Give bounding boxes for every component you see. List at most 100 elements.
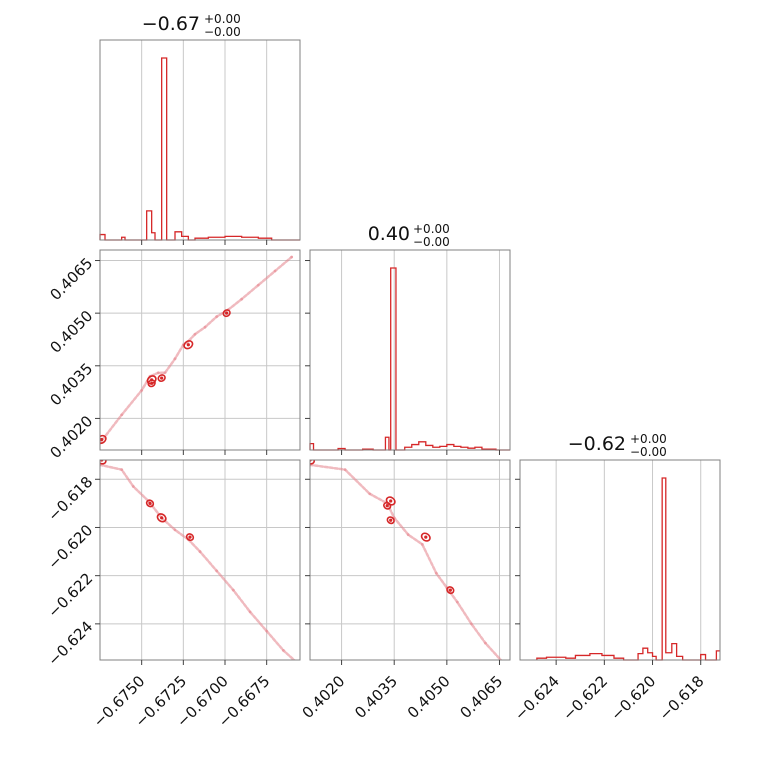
scatter-panel-0-2	[99, 459, 301, 664]
sample-point	[120, 413, 124, 417]
sample-point	[163, 371, 167, 375]
histogram-2	[536, 477, 720, 661]
contour-level	[386, 516, 395, 525]
y-tick-label: −0.618	[44, 473, 96, 525]
hist-panel-0	[99, 39, 301, 241]
hist-frame-1	[309, 249, 511, 451]
sample-cloud	[310, 463, 503, 660]
sample-point	[406, 533, 410, 537]
contour-peak	[385, 504, 389, 508]
contour-level	[156, 513, 167, 523]
sample-point	[203, 325, 207, 329]
sample-point	[455, 600, 459, 604]
scatter-content	[310, 460, 505, 664]
sample-point	[215, 569, 219, 573]
hist-frame-0	[99, 39, 301, 241]
hist-panel-1-grid	[341, 250, 500, 450]
sample-point	[502, 661, 505, 664]
sample-point	[140, 388, 144, 392]
contour-level	[420, 532, 431, 542]
contour-peak	[148, 501, 152, 505]
sample-point	[420, 542, 424, 546]
sample-point	[131, 485, 135, 488]
hist-panel-2	[519, 459, 721, 661]
y-tick-label: −0.624	[44, 617, 96, 669]
y-tick-label: 0.4035	[47, 359, 97, 409]
contour-peak	[160, 376, 164, 380]
sample-point	[173, 357, 177, 361]
x-tick-label: 0.4020	[299, 672, 349, 722]
x-tick-label: −0.622	[559, 672, 611, 724]
sample-point	[295, 661, 298, 664]
y-tick-label: 0.4020	[47, 412, 97, 462]
sample-point	[343, 468, 347, 472]
scatter-content	[100, 460, 298, 664]
y-tick-label: 0.4050	[47, 307, 97, 357]
hist-panel-0-grid	[141, 40, 268, 240]
sample-point	[434, 571, 438, 575]
sample-point	[156, 371, 160, 375]
y-tick-label: −0.622	[44, 569, 96, 621]
hist-frame-2	[519, 459, 721, 661]
scatter-frame	[309, 459, 511, 661]
sample-point	[273, 269, 277, 273]
contour-level	[446, 586, 455, 595]
contour-level	[185, 533, 195, 542]
contour-peak	[100, 437, 104, 442]
x-tick-label: −0.620	[607, 672, 659, 724]
histogram-1	[309, 267, 510, 451]
hist-panel-2-grid	[555, 460, 702, 660]
contour-peak	[389, 499, 393, 503]
sample-point	[173, 528, 177, 532]
contour-level	[157, 374, 166, 383]
title-param-2-sub: −0.00	[630, 445, 667, 459]
sample-point	[484, 641, 487, 645]
x-tick-label: 0.4065	[456, 672, 506, 722]
sample-point	[290, 255, 294, 259]
sample-point	[256, 283, 260, 287]
title-param-0: −0.67	[142, 13, 200, 35]
contour-peak	[186, 343, 190, 347]
contour-peak	[150, 381, 154, 385]
sample-point	[281, 648, 285, 652]
contour-peak	[448, 588, 452, 592]
sample-point	[265, 629, 269, 633]
sample-point	[248, 610, 252, 614]
contour-peak	[424, 535, 428, 539]
contour-level	[145, 499, 155, 508]
sample-cloud	[100, 463, 296, 660]
scatter-panel-0-2-grid	[100, 460, 300, 660]
scatter-panel-1-2	[309, 459, 511, 664]
contour-peak	[160, 516, 164, 520]
title-param-2-sup: +0.00	[630, 432, 667, 446]
contour-level	[183, 340, 194, 350]
contour-level	[147, 379, 156, 388]
contour-level	[100, 434, 107, 445]
y-tick-label: 0.4065	[47, 254, 97, 304]
x-tick-label: −0.618	[656, 672, 708, 724]
y-tick-label: −0.620	[44, 521, 96, 573]
scatter-panel-0-1	[99, 249, 301, 451]
sample-point	[215, 315, 219, 319]
sample-point	[231, 588, 235, 592]
sample-point	[470, 622, 473, 626]
title-param-2: −0.62	[568, 433, 626, 455]
scatter-content	[100, 255, 294, 445]
histogram-0	[99, 57, 300, 241]
contour-peak	[389, 518, 393, 522]
title-param-1-sup: +0.00	[413, 222, 450, 236]
title-param-0-sub: −0.00	[204, 25, 241, 39]
x-tick-label: −0.624	[511, 672, 563, 724]
title-param-0-sup: +0.00	[204, 12, 241, 26]
contour-peak	[188, 535, 192, 539]
scatter-panel-1-2-grid	[310, 460, 510, 660]
x-tick-label: 0.4035	[351, 672, 401, 722]
sample-cloud	[100, 255, 293, 445]
title-param-1: 0.40	[368, 223, 410, 245]
contour-level	[385, 496, 396, 506]
sample-point	[198, 550, 202, 553]
contour-level	[100, 460, 107, 465]
scatter-panel-0-1-grid	[100, 250, 300, 450]
contour-level	[310, 460, 315, 465]
